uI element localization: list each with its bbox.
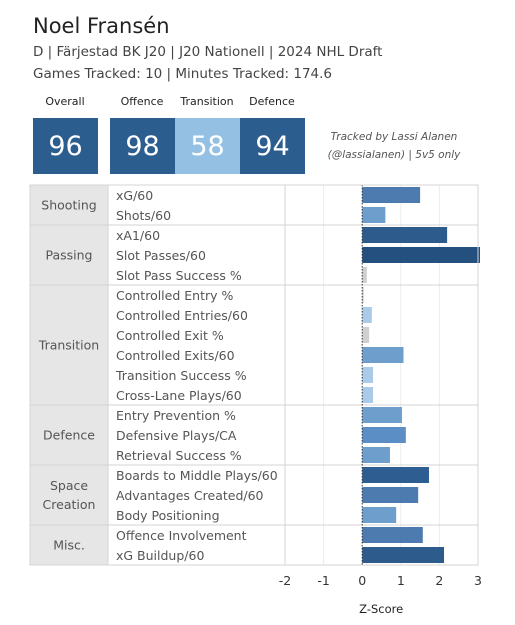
metric-label: Cross-Lane Plays/60 xyxy=(116,388,242,403)
metric-label: Slot Passes/60 xyxy=(116,248,206,263)
chart-border xyxy=(29,184,479,566)
bar xyxy=(362,267,367,283)
games-tracked: Games Tracked: 10 | Minutes Tracked: 174… xyxy=(33,66,333,82)
metric-label: Advantages Created/60 xyxy=(116,488,264,503)
group-label: Defence xyxy=(43,428,95,443)
bar xyxy=(362,307,372,323)
bar xyxy=(362,487,419,503)
bar xyxy=(362,467,429,483)
group-label: Shooting xyxy=(41,198,96,213)
bar xyxy=(362,427,406,443)
metric-label: Defensive Plays/CA xyxy=(116,428,237,443)
metric-label: Controlled Exit % xyxy=(116,328,224,343)
metric-label: Shots/60 xyxy=(116,208,171,223)
x-tick-label: 2 xyxy=(435,573,443,588)
group-column-bg xyxy=(30,185,108,565)
bar xyxy=(362,507,397,523)
metric-label: xG Buildup/60 xyxy=(116,548,204,563)
offence-label: Offence xyxy=(120,95,164,108)
x-tick-label: 1 xyxy=(397,573,405,588)
x-tick-label: -1 xyxy=(317,573,329,588)
overall-score: 96 xyxy=(33,118,98,174)
bar xyxy=(362,347,404,363)
credit-line-2: (@lassialanen) | 5v5 only xyxy=(327,149,461,161)
bar xyxy=(362,547,445,563)
metric-label: xG/60 xyxy=(116,188,153,203)
bar xyxy=(362,207,386,223)
metric-label: Boards to Middle Plays/60 xyxy=(116,468,278,483)
offence-score: 98 xyxy=(110,118,175,174)
x-tick-label: 3 xyxy=(474,573,482,588)
defence-score: 94 xyxy=(240,118,305,174)
metric-label: xA1/60 xyxy=(116,228,160,243)
group-label: Misc. xyxy=(53,538,85,553)
bar xyxy=(362,287,364,303)
transition-score: 58 xyxy=(175,118,240,174)
bar xyxy=(362,447,390,463)
player-name: Noel Fransén xyxy=(33,14,170,38)
group-label: Passing xyxy=(46,248,93,263)
group-label: Space xyxy=(50,478,88,493)
bar xyxy=(362,227,448,243)
group-label: Transition xyxy=(38,338,99,353)
defence-label: Defence xyxy=(249,95,295,108)
metric-label: Body Positioning xyxy=(116,508,220,523)
bar xyxy=(362,327,370,343)
group-label: Creation xyxy=(43,497,96,512)
overall-label: Overall xyxy=(45,95,85,108)
transition-label: Transition xyxy=(180,95,234,108)
metric-label: Retrieval Success % xyxy=(116,448,242,463)
bar xyxy=(362,187,421,203)
metric-label: Controlled Entries/60 xyxy=(116,308,248,323)
metric-label: Entry Prevention % xyxy=(116,408,236,423)
credit-note: Tracked by Lassi Alanen (@lassialanen) |… xyxy=(318,128,470,164)
metric-label: Slot Pass Success % xyxy=(116,268,242,283)
x-axis-title: Z-Score xyxy=(359,602,403,616)
metric-label: Offence Involvement xyxy=(116,528,247,543)
bar xyxy=(362,387,374,403)
metric-label: Controlled Exits/60 xyxy=(116,348,235,363)
player-subtitle: D | Färjestad BK J20 | J20 Nationell | 2… xyxy=(33,44,383,60)
x-tick-label: 0 xyxy=(358,573,366,588)
bar xyxy=(362,527,423,543)
credit-line-1: Tracked by Lassi Alanen xyxy=(330,131,458,143)
x-tick-label: -2 xyxy=(279,573,291,588)
metric-label: Transition Success % xyxy=(115,368,247,383)
bar xyxy=(362,407,402,423)
bar xyxy=(362,367,374,383)
metric-label: Controlled Entry % xyxy=(116,288,233,303)
bar xyxy=(362,247,480,263)
